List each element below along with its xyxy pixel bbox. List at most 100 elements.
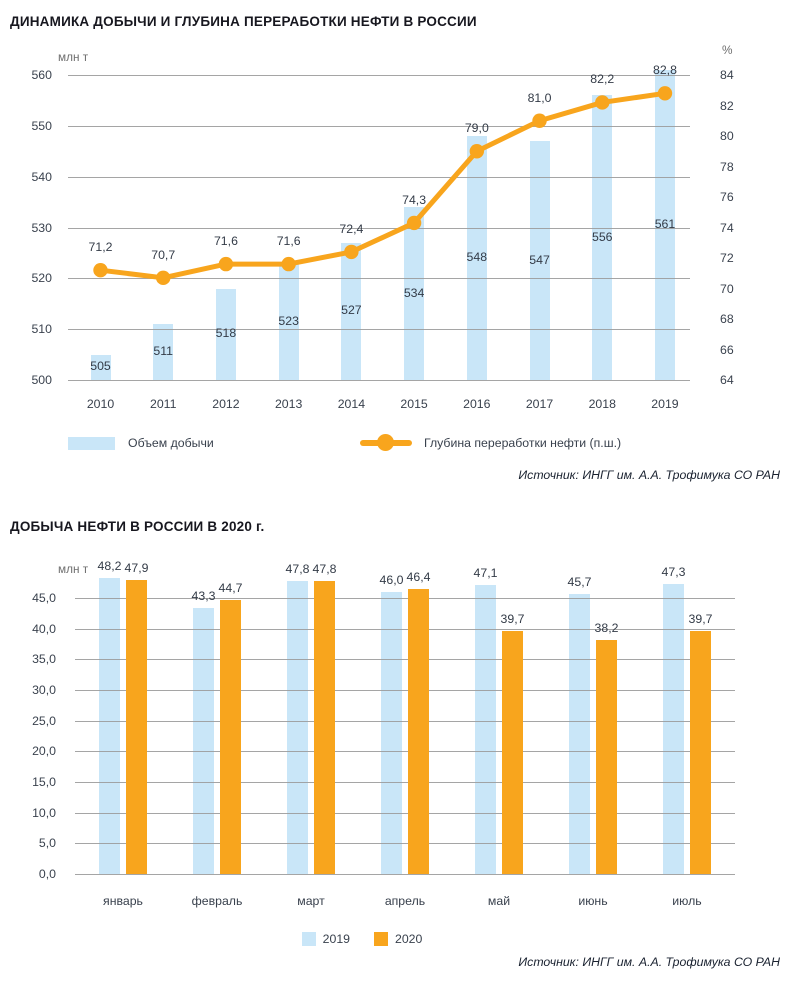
- bar-value-label: 48,2: [97, 559, 122, 574]
- swatch-2019-icon: [301, 932, 316, 946]
- bar-value-label: 561: [654, 216, 676, 231]
- gridline: [75, 843, 735, 845]
- production-bar: [153, 324, 174, 380]
- gridline: [75, 720, 735, 722]
- chart2-title: ДОБЫЧА НЕФТИ В РОССИИ В 2020 г.: [10, 519, 265, 534]
- production-bar: [278, 263, 299, 380]
- depth-data-point: [93, 263, 108, 278]
- left-axis-tick: 510: [31, 322, 52, 337]
- bar-value-label: 518: [215, 326, 237, 341]
- bar-2020: [220, 599, 241, 874]
- bar-value-label: 43,3: [191, 589, 216, 604]
- swatch-2020-icon: [374, 932, 388, 946]
- year-label: 2014: [337, 397, 366, 411]
- bar-2019: [475, 585, 496, 874]
- bar-2019: [287, 580, 308, 874]
- y-axis-unit: млн т: [58, 562, 89, 576]
- right-axis-tick: 66: [720, 342, 734, 357]
- bar-value-label: 47,1: [473, 566, 498, 581]
- month-label: март: [297, 894, 325, 908]
- bar-value-label: 523: [278, 313, 299, 328]
- line-value-label: 71,6: [276, 234, 301, 249]
- gridline: [75, 690, 735, 691]
- bar-2019: [569, 593, 590, 874]
- production-bar: [90, 354, 111, 380]
- left-axis-tick: 520: [31, 271, 52, 286]
- depth-dot-icon: [377, 434, 394, 451]
- bar-2020: [690, 630, 711, 874]
- bar-value-label: 45,7: [567, 574, 592, 589]
- bar-value-label: 44,7: [218, 580, 243, 595]
- gridline: [68, 278, 690, 280]
- chart2-legend: 2019 2020: [0, 932, 758, 946]
- gridline: [75, 751, 735, 753]
- gridline: [75, 598, 735, 599]
- line-value-label: 71,6: [213, 234, 238, 249]
- gridline: [75, 659, 735, 661]
- y-axis-tick: 25,0: [32, 713, 56, 728]
- bar-value-label: 47,8: [285, 561, 310, 576]
- bar-2019: [99, 578, 120, 874]
- month-label: январь: [103, 894, 143, 908]
- legend-label-production: Объем добычи: [128, 436, 214, 450]
- y-axis-tick: 20,0: [32, 744, 56, 759]
- chart1-source: Источник: ИНГГ им. А.А. Трофимука СО РАН: [518, 468, 780, 482]
- year-label: 2010: [86, 397, 115, 411]
- gridline: [68, 176, 690, 178]
- legend-item-2020: 2020: [374, 932, 422, 946]
- month-label: февраль: [191, 894, 243, 908]
- bar-value-label: 548: [466, 250, 488, 264]
- bar-value-label: 46,4: [406, 570, 431, 585]
- bar-value-label: 556: [591, 229, 613, 244]
- bar-2020: [596, 639, 617, 874]
- y-axis-tick: 30,0: [32, 683, 56, 697]
- bar-2020: [314, 580, 335, 874]
- right-axis-tick: 72: [720, 251, 734, 265]
- right-axis-tick: 70: [720, 281, 734, 296]
- gridline: [68, 227, 690, 229]
- gridline: [68, 329, 690, 331]
- legend-item-2019: 2019: [301, 932, 350, 946]
- y-axis-tick: 0,0: [38, 867, 56, 881]
- bar-value-label: 47,3: [661, 564, 686, 579]
- month-label: июнь: [578, 894, 608, 908]
- year-label: 2011: [149, 397, 177, 411]
- gridline: [68, 380, 690, 381]
- gridline: [75, 782, 735, 783]
- year-label: 2018: [588, 397, 616, 411]
- gridline: [75, 628, 735, 630]
- gridline: [68, 125, 690, 127]
- left-axis-tick: 500: [31, 373, 52, 387]
- month-label: июль: [672, 894, 702, 908]
- right-axis-tick: 68: [720, 312, 734, 326]
- gridline: [68, 75, 690, 76]
- y-axis-tick: 10,0: [32, 805, 56, 820]
- bar-value-label: 527: [341, 303, 362, 318]
- production-bar: [215, 288, 236, 380]
- year-label: 2016: [463, 397, 491, 411]
- y-axis-tick: 15,0: [32, 775, 56, 789]
- left-axis-tick: 560: [31, 68, 52, 82]
- gridline: [75, 812, 735, 814]
- bar-2019: [663, 583, 684, 874]
- bar-value-label: 547: [529, 252, 550, 267]
- year-label: 2015: [400, 397, 428, 411]
- bar-2020: [502, 630, 523, 874]
- line-value-label: 82,2: [590, 72, 615, 87]
- right-axis-unit: %: [722, 43, 733, 57]
- bar-value-label: 39,7: [500, 611, 525, 626]
- right-axis-tick: 80: [720, 129, 734, 143]
- bar-2019: [381, 591, 402, 874]
- right-axis-tick: 64: [720, 373, 734, 387]
- depth-line-swatch-icon: [360, 434, 412, 451]
- left-axis-tick: 540: [31, 169, 52, 184]
- bar-value-label: 47,8: [312, 561, 337, 576]
- bar-value-label: 47,9: [124, 561, 149, 576]
- line-value-label: 72,4: [339, 221, 364, 236]
- right-axis-tick: 74: [720, 220, 734, 235]
- y-axis-tick: 5,0: [38, 836, 56, 851]
- bar-2019: [193, 608, 214, 874]
- chart2-source: Источник: ИНГГ им. А.А. Трофимука СО РАН: [518, 955, 780, 969]
- year-label: 2019: [651, 397, 679, 411]
